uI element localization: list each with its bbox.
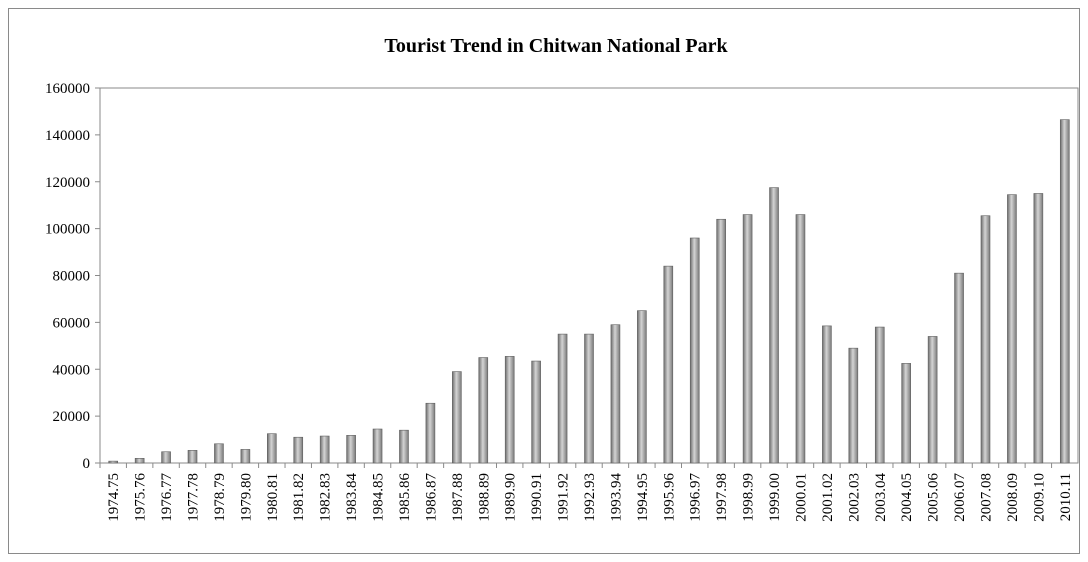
y-tick-label: 40000 [53,362,91,378]
bar-1997.98 [716,218,726,464]
bar-1981.82 [293,436,304,464]
bar-series [108,119,1070,464]
y-tick-label: 160000 [45,81,90,97]
x-tick-label: 1991.92 [556,473,572,522]
x-tick-label: 1984.85 [371,473,387,522]
bar-2000.01 [795,214,806,464]
x-tick-label: 1975.76 [133,473,149,522]
x-tick-label: 1996.97 [688,473,704,522]
x-tick-label: 1978.79 [212,473,228,522]
x-tick-label: 2004.05 [899,473,915,522]
y-tick-label: 60000 [53,315,91,331]
bar-1994.95 [637,310,647,464]
bar-2002.03 [848,347,859,464]
bar-1982.83 [319,435,330,464]
bar-1986.87 [425,402,436,464]
x-tick-label: 1981.82 [291,473,307,522]
bar-1977.78 [187,450,198,464]
x-tick-label: 1992.93 [582,473,598,522]
bar-1975.76 [134,458,145,464]
bar-1976.77 [161,451,171,464]
bar-1991.92 [557,333,568,464]
y-tick-label: 0 [83,456,91,472]
x-tick-label: 2007.08 [978,473,994,522]
bar-1978.79 [214,443,224,464]
x-tick-label: 2002.03 [846,473,862,522]
y-axis-tick-labels: 0 20000 40000 60000 80000 100000 120000 140000 1… [45,81,90,472]
x-tick-label: 1986.87 [423,473,439,522]
bar-1987.88 [452,371,462,464]
x-tick-label: 1995.96 [661,473,677,522]
x-tick-label: 1990.91 [529,473,545,522]
x-tick-label: 1979.80 [238,473,254,522]
x-axis-tick-labels: 1974.75 1975.76 1976.77 1977.78 1978.79 1979.… [106,473,1074,522]
bar-2005.06 [927,336,938,464]
x-tick-label: 2006.07 [952,473,968,522]
x-tick-label: 2008.09 [1005,473,1021,522]
bar-1980.81 [267,433,277,464]
bar-2001.02 [822,325,832,464]
bar-1983.84 [346,435,356,464]
bar-2007.08 [980,215,991,464]
bar-2004.05 [901,363,911,464]
bar-2008.09 [1007,194,1017,464]
x-tick-label: 2005.06 [926,473,942,522]
x-tick-label: 1987.88 [450,473,466,522]
bar-1999.00 [769,187,779,464]
x-tick-label: 1980.81 [265,473,281,522]
x-tick-label: 2001.02 [820,473,836,522]
x-tick-label: 2009.10 [1031,473,1047,522]
x-tick-label: 2003.04 [873,473,889,522]
x-tick-label: 2000.01 [793,473,809,522]
y-tick-label: 140000 [45,128,90,144]
y-tick-label: 20000 [53,409,91,425]
bar-1984.85 [372,428,383,464]
y-tick-label: 80000 [53,269,91,285]
x-tick-label: 1994.95 [635,473,651,522]
bar-1989.90 [504,356,515,464]
y-tick-label: 120000 [45,175,90,191]
chart-title: Tourist Trend in Chitwan National Park [384,35,728,57]
x-tick-label: 1983.84 [344,473,360,522]
x-tick-label: 1974.75 [106,473,122,522]
x-tick-label: 1982.83 [318,473,334,522]
bar-2010.11 [1059,119,1070,464]
bar-2003.04 [874,326,885,464]
bar-1988.89 [478,357,489,464]
bar-1992.93 [584,333,594,464]
bar-1996.97 [689,237,700,464]
x-tick-label: 1977.78 [186,473,202,522]
x-tick-label: 1989.90 [503,473,519,522]
bar-1990.91 [531,360,541,464]
x-tick-label: 1985.86 [397,473,413,522]
bar-1974.75 [108,460,119,464]
bar-1993.94 [610,324,621,464]
x-tick-label: 2010.11 [1058,473,1074,521]
bar-1985.86 [399,429,409,464]
bar-2009.10 [1033,193,1044,464]
bar-2006.07 [954,272,964,464]
y-tick-label: 100000 [45,222,90,238]
x-tick-label: 1997.98 [714,473,730,522]
x-tick-label: 1998.99 [741,473,757,522]
bar-1998.99 [742,214,753,464]
bar-1995.96 [663,265,674,464]
x-tick-label: 1976.77 [159,473,175,522]
x-tick-label: 1993.94 [608,473,624,522]
x-tick-label: 1999.00 [767,473,783,522]
bar-1979.80 [240,449,251,464]
x-tick-label: 1988.89 [476,473,492,522]
